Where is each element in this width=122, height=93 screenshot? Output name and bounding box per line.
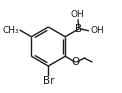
Text: CH₃: CH₃: [3, 26, 19, 35]
Text: OH: OH: [90, 26, 104, 35]
Text: OH: OH: [70, 10, 84, 19]
Text: O: O: [71, 57, 80, 67]
Text: B: B: [75, 24, 82, 34]
Text: Br: Br: [43, 76, 54, 86]
